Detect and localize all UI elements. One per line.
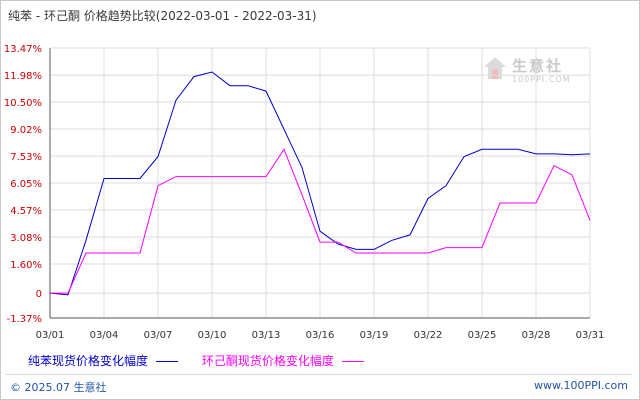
x-tick-label: 03/07 xyxy=(144,330,173,341)
legend-entry-series-2: 环己酮现货价格变化幅度 xyxy=(202,352,364,369)
x-tick-label: 03/10 xyxy=(198,330,227,341)
footer-site-link[interactable]: www.100PPI.com xyxy=(534,379,628,392)
y-tick-label: 3.08% xyxy=(10,233,42,244)
y-tick-label: 11.98% xyxy=(4,71,42,82)
footer-copyright: © 2025.07 生意社 xyxy=(10,381,107,394)
y-tick-label: 13.47% xyxy=(4,44,42,55)
axes xyxy=(49,48,590,319)
y-tick-label: 9.02% xyxy=(10,125,42,136)
footer-divider xyxy=(6,374,632,375)
x-tick-label: 03/13 xyxy=(252,330,281,341)
legend-entry-series-1: 纯苯现货价格变化幅度 xyxy=(28,352,179,369)
legend-swatch-series-2 xyxy=(341,361,364,362)
house-icon xyxy=(484,57,506,79)
x-tick-label: 03/01 xyxy=(36,330,65,341)
y-tick-label: -1.37% xyxy=(7,314,42,325)
x-tick-label: 03/19 xyxy=(360,330,389,341)
x-tick-label: 03/16 xyxy=(306,330,335,341)
x-tick-labels: 03/01 03/04 03/07 03/10 03/13 03/16 03/19 03/22… xyxy=(36,330,605,341)
y-tick-label: 10.50% xyxy=(4,98,42,109)
watermark-logo: 生意社 100PPI.COM xyxy=(482,55,582,89)
legend-swatch-series-1 xyxy=(156,361,179,362)
legend-label-series-2: 环己酮现货价格变化幅度 xyxy=(201,354,334,368)
x-tick-label: 03/25 xyxy=(468,330,497,341)
y-tick-labels: 13.47% 11.98% 10.50% 9.02% 7.53% 6.05% 4.57% 3.… xyxy=(4,44,42,325)
watermark-name: 生意社 xyxy=(512,57,564,75)
legend: 纯苯现货价格变化幅度 环己酮现货价格变化幅度 xyxy=(28,352,384,369)
chart-title: 纯苯 - 环己酮 价格趋势比较(2022-03-01 - 2022-03-31) xyxy=(8,9,317,23)
y-tick-label: 4.57% xyxy=(10,206,42,217)
series-line-1 xyxy=(49,71,591,296)
watermark-site: 100PPI.COM xyxy=(512,75,571,84)
y-tick-label: 1.60% xyxy=(10,260,42,271)
x-tick-label: 03/22 xyxy=(414,330,443,341)
x-tick-label: 03/31 xyxy=(576,330,605,341)
x-tick-label: 03/04 xyxy=(90,330,119,341)
series-lines xyxy=(49,71,591,296)
y-tick-label: 7.53% xyxy=(10,152,42,163)
y-tick-label: 6.05% xyxy=(10,179,42,190)
grid xyxy=(49,47,591,319)
x-tick-label: 03/28 xyxy=(522,330,551,341)
legend-label-series-1: 纯苯现货价格变化幅度 xyxy=(28,354,149,368)
y-tick-label: 0 xyxy=(36,289,42,300)
series-line-2 xyxy=(50,148,591,294)
